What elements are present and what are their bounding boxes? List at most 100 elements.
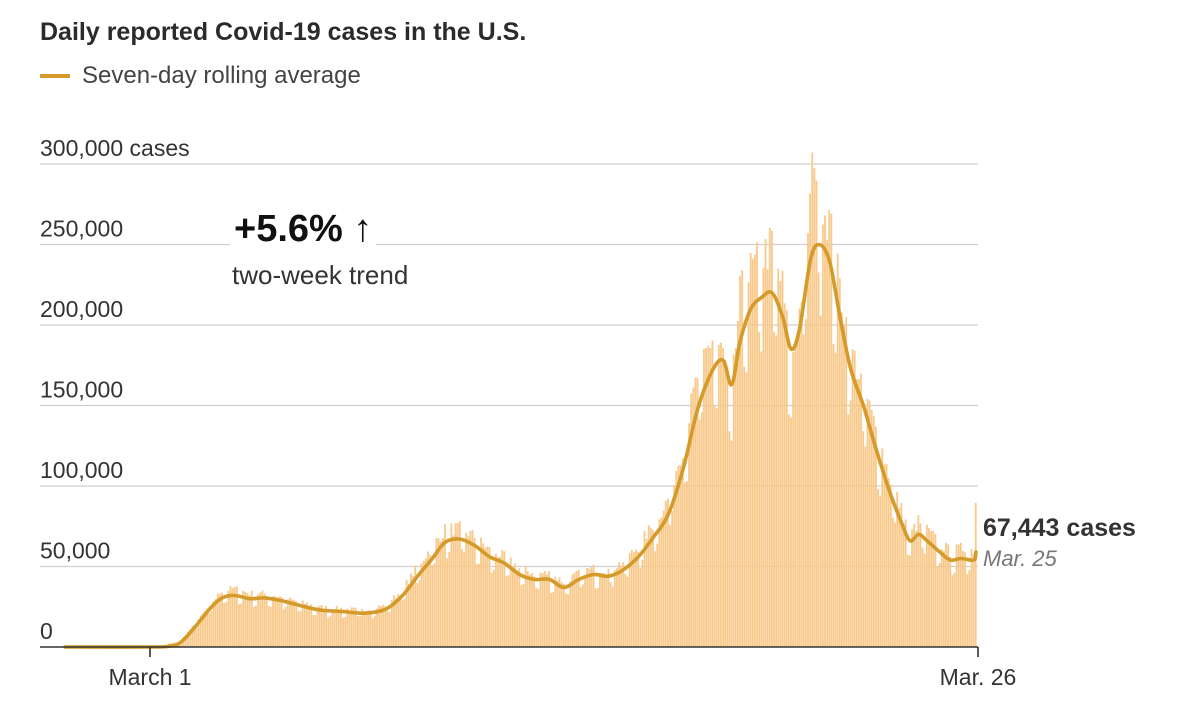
daily-bar — [444, 523, 446, 647]
daily-bar — [308, 605, 310, 647]
daily-bar — [373, 615, 376, 647]
daily-bar — [306, 602, 308, 647]
daily-bar — [299, 610, 302, 647]
daily-bar — [548, 571, 550, 647]
daily-bar — [429, 554, 431, 647]
daily-bar — [199, 615, 202, 647]
daily-bar — [418, 579, 421, 647]
daily-bar — [348, 610, 351, 647]
daily-bar — [855, 379, 858, 647]
daily-bar — [658, 519, 661, 647]
daily-bar — [715, 408, 718, 647]
daily-bar — [435, 538, 438, 647]
daily-bar — [545, 574, 548, 647]
daily-bar — [533, 576, 536, 647]
daily-bar — [395, 598, 398, 647]
daily-bar — [964, 552, 967, 647]
daily-bar — [656, 543, 659, 647]
daily-bar — [930, 531, 933, 647]
daily-bar — [390, 600, 393, 647]
daily-bar — [204, 610, 206, 647]
daily-bar — [741, 270, 744, 647]
daily-bar — [889, 484, 892, 647]
daily-bar — [335, 605, 338, 647]
y-tick-label: 250,000 — [40, 216, 123, 242]
daily-bar — [363, 611, 366, 647]
daily-bar — [202, 613, 204, 647]
daily-bar — [560, 582, 563, 647]
daily-bar — [509, 557, 512, 647]
daily-bar — [675, 470, 678, 647]
daily-bar — [439, 541, 442, 647]
daily-bar — [250, 590, 253, 647]
daily-bar — [849, 400, 852, 647]
daily-bar — [911, 529, 913, 647]
daily-bar — [830, 213, 833, 647]
daily-bar — [677, 465, 680, 647]
daily-bar — [579, 587, 582, 647]
daily-bar — [864, 446, 867, 647]
daily-bar — [550, 593, 553, 647]
daily-bar — [437, 538, 440, 647]
daily-bar — [571, 574, 574, 647]
daily-bar — [732, 354, 735, 647]
y-tick-label: 150,000 — [40, 377, 123, 403]
daily-bar — [794, 341, 797, 647]
daily-bar — [257, 594, 260, 647]
daily-bar — [781, 270, 784, 647]
daily-bar — [713, 405, 716, 647]
daily-bar — [616, 568, 618, 647]
end-date-label: Mar. 25 — [983, 546, 1057, 571]
daily-bar — [384, 606, 387, 647]
daily-bar — [758, 332, 761, 647]
daily-bar — [416, 583, 419, 647]
daily-bar — [427, 551, 429, 647]
daily-bar — [526, 571, 529, 647]
daily-bar — [297, 611, 300, 647]
x-tick-label: Mar. 26 — [940, 664, 1017, 690]
daily-bar — [813, 167, 816, 647]
daily-bar — [267, 605, 270, 647]
daily-bar — [807, 233, 809, 647]
daily-bar — [465, 532, 468, 647]
daily-bar — [420, 563, 423, 647]
gridlines — [40, 163, 978, 568]
daily-bar — [535, 587, 538, 647]
daily-bar — [482, 543, 485, 647]
daily-bar — [828, 210, 831, 648]
daily-bar — [847, 414, 850, 647]
daily-bar — [495, 553, 497, 647]
daily-bar — [637, 551, 640, 647]
daily-bar — [242, 590, 245, 647]
daily-bar — [399, 595, 402, 647]
daily-bar — [754, 254, 756, 647]
daily-bar — [698, 419, 701, 647]
daily-bar — [325, 605, 327, 647]
daily-bar — [957, 544, 960, 647]
daily-bar — [323, 608, 325, 647]
x-axis-ticks: March 1 Mar. 26 — [108, 647, 1016, 690]
daily-bar — [925, 524, 928, 647]
daily-bar — [601, 572, 603, 647]
daily-bar — [641, 559, 644, 647]
daily-bar — [800, 301, 803, 647]
daily-bar — [686, 481, 688, 647]
daily-bar — [962, 551, 964, 647]
daily-bar — [514, 563, 516, 647]
daily-bar — [906, 554, 909, 647]
daily-bar — [397, 593, 400, 647]
daily-bar — [269, 606, 272, 647]
daily-bar — [862, 431, 865, 647]
daily-bar — [700, 412, 703, 647]
y-tick-label: 50,000 — [40, 538, 110, 564]
y-tick-label: 200,000 — [40, 296, 123, 322]
daily-bar — [441, 537, 444, 647]
daily-bar — [949, 556, 952, 647]
daily-bar — [671, 511, 674, 647]
daily-bar — [293, 599, 296, 647]
y-axis-tick-labels: 0 50,000 100,000 150,000 200,000 250,000 300,0… — [40, 135, 190, 644]
daily-bar — [966, 574, 969, 647]
daily-bar — [970, 548, 973, 647]
daily-bar — [541, 573, 544, 647]
daily-bar — [229, 585, 232, 647]
